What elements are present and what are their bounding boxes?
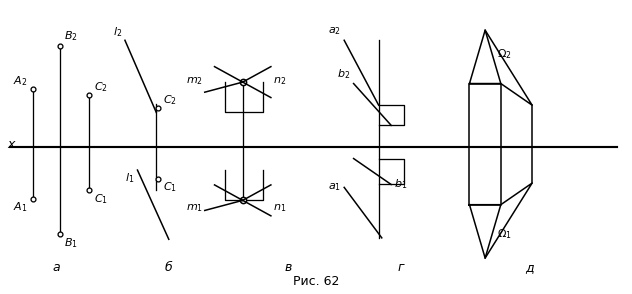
Text: $b_2$: $b_2$ xyxy=(337,67,351,81)
Text: $\Omega_1$: $\Omega_1$ xyxy=(497,227,511,241)
Text: $l_2$: $l_2$ xyxy=(112,25,122,39)
Text: $a_2$: $a_2$ xyxy=(328,26,341,37)
Text: $n_1$: $n_1$ xyxy=(274,202,287,214)
Text: $b_1$: $b_1$ xyxy=(394,178,408,191)
Text: $n_2$: $n_2$ xyxy=(274,75,286,86)
Text: $a_1$: $a_1$ xyxy=(328,181,341,193)
Text: $A_2$: $A_2$ xyxy=(13,74,28,88)
Text: $B_2$: $B_2$ xyxy=(64,29,77,43)
Text: $m_1$: $m_1$ xyxy=(186,202,204,214)
Text: $l_1$: $l_1$ xyxy=(125,171,135,185)
Text: $m_2$: $m_2$ xyxy=(186,75,204,86)
Text: б: б xyxy=(165,261,173,274)
Text: Рис. 62: Рис. 62 xyxy=(293,275,339,288)
Text: $C_1$: $C_1$ xyxy=(162,180,176,194)
Text: а: а xyxy=(52,261,60,274)
Text: в: в xyxy=(284,261,291,274)
Text: $A_1$: $A_1$ xyxy=(13,201,28,214)
Text: д: д xyxy=(525,261,533,274)
Text: $\Omega_2$: $\Omega_2$ xyxy=(497,47,511,61)
Text: x: x xyxy=(8,138,15,151)
Text: $C_2$: $C_2$ xyxy=(94,80,107,93)
Text: г: г xyxy=(398,261,404,274)
Text: $C_1$: $C_1$ xyxy=(94,192,107,206)
Text: $C_2$: $C_2$ xyxy=(162,93,176,107)
Text: $B_1$: $B_1$ xyxy=(64,236,77,250)
